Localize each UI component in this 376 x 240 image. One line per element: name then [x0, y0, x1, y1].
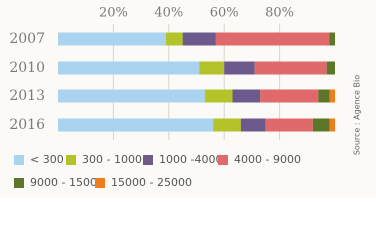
x-tick-label: 80%: [265, 6, 294, 21]
x-tick-label: 20%: [99, 6, 128, 21]
bar-segment: [329, 89, 335, 103]
bar-segment: [204, 89, 233, 103]
bar-segment: [232, 89, 261, 103]
legend-label: 4000 - 9000: [234, 153, 301, 166]
bar-segment: [240, 118, 266, 132]
x-tick-label: 60%: [210, 6, 239, 21]
bar-segment: [265, 118, 313, 132]
bar-segment: [318, 89, 330, 103]
bar-segment: [329, 118, 335, 132]
bar-segment: [329, 32, 335, 46]
bar-segment: [182, 32, 216, 46]
chart: Source : Agence Bio 20% 40% 60% 80% 2007 2010…: [9, 5, 362, 189]
legend-swatch: [143, 155, 153, 165]
bar-segment: [312, 118, 330, 132]
legend-label: < 300: [30, 153, 64, 166]
legend-label: 15000 - 25000: [111, 176, 192, 189]
bar-segment: [260, 89, 319, 103]
bar-segment: [58, 32, 167, 46]
legend-swatch: [66, 155, 76, 165]
bar-segment: [215, 32, 330, 46]
bar-segment: [58, 89, 205, 103]
bar-segment: [166, 32, 183, 46]
legend-swatch: [14, 178, 24, 188]
bar-segment: [224, 61, 255, 75]
bar-segment: [326, 61, 335, 75]
y-tick-label: 2013: [9, 88, 45, 104]
y-tick-label: 2010: [9, 60, 45, 76]
legend-label: 9000 - 15000: [30, 176, 104, 189]
legend-label: 1000 -4000: [159, 153, 222, 166]
bar-segment: [58, 118, 214, 132]
source-note: Source : Agence Bio: [353, 75, 362, 155]
legend-swatch: [95, 178, 105, 188]
bar-segment: [213, 118, 241, 132]
legend-label: 300 - 1000: [82, 153, 142, 166]
y-tick-label: 2016: [9, 117, 45, 133]
legend-swatch: [14, 155, 24, 165]
bar-segment: [254, 61, 327, 75]
y-tick-label: 2007: [9, 31, 45, 47]
bar-segment: [58, 61, 200, 75]
legend-swatch: [218, 155, 228, 165]
x-tick-label: 40%: [154, 6, 183, 21]
bar-segment: [199, 61, 225, 75]
